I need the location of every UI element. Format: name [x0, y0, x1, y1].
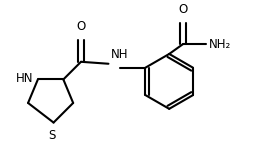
Text: NH₂: NH₂ [209, 38, 231, 51]
Text: S: S [48, 129, 55, 142]
Text: O: O [76, 20, 86, 33]
Text: NH: NH [110, 48, 128, 61]
Text: O: O [178, 3, 187, 16]
Text: HN: HN [15, 72, 33, 85]
